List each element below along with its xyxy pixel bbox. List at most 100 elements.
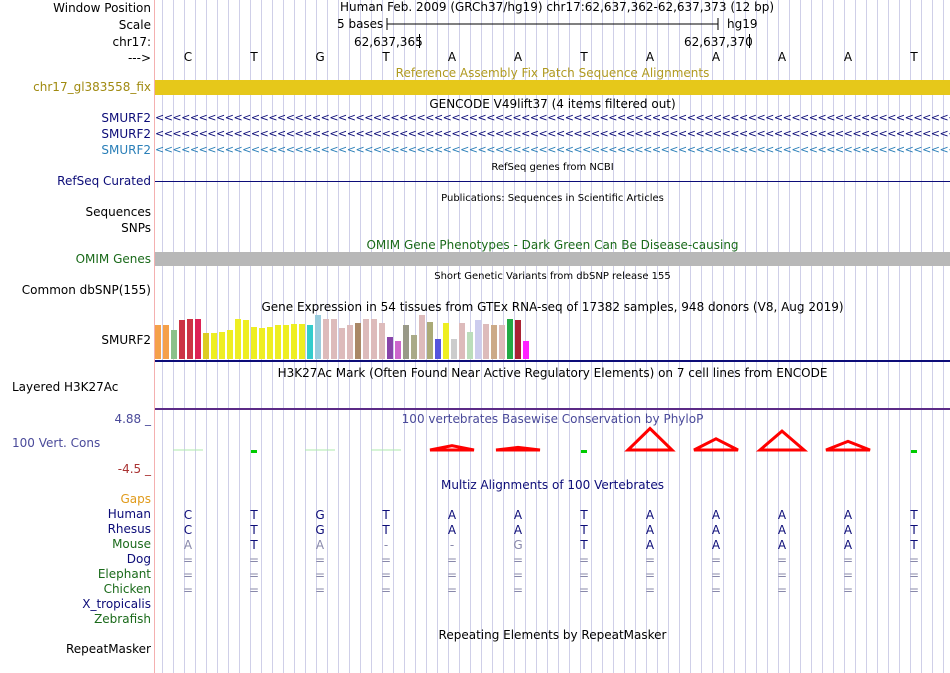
track-label-gencode-2[interactable]: SMURF2: [101, 127, 151, 141]
phylop-score-mark[interactable]: [429, 444, 475, 452]
gtex-tissue-bar[interactable]: [219, 332, 225, 359]
gtex-tissue-bar[interactable]: [227, 330, 233, 359]
gtex-tissue-bar[interactable]: [195, 319, 201, 359]
track-label-fix-patch[interactable]: chr17_gl383558_fix: [33, 80, 151, 94]
gtex-tissue-bar[interactable]: [275, 325, 281, 359]
phylop-score-mark[interactable]: [581, 450, 587, 453]
multiz-base: -: [383, 538, 389, 552]
gencode-transcript-2[interactable]: <<<<<<<<<<<<<<<<<<<<<<<<<<<<<<<<<<<<<<<<…: [155, 128, 950, 140]
multiz-species-label[interactable]: X_tropicalis: [82, 597, 151, 611]
phylop-score-mark[interactable]: [911, 450, 917, 453]
gtex-tissue-bar[interactable]: [259, 328, 265, 359]
phylop-score-mark[interactable]: [251, 450, 257, 453]
phylop-score-mark[interactable]: [755, 429, 809, 452]
grid-line: [910, 0, 911, 673]
track-label-gencode-3[interactable]: SMURF2: [101, 143, 151, 157]
gtex-tissue-bar[interactable]: [203, 333, 209, 359]
gtex-tissue-bar[interactable]: [235, 319, 241, 359]
track-label-repeatmasker[interactable]: RepeatMasker: [65, 642, 151, 656]
gencode-transcript-1[interactable]: <<<<<<<<<<<<<<<<<<<<<<<<<<<<<<<<<<<<<<<<…: [155, 112, 950, 124]
multiz-species-label[interactable]: Dog: [126, 552, 151, 566]
phylop-score-mark[interactable]: [624, 426, 676, 452]
gtex-tissue-bar[interactable]: [467, 332, 473, 359]
gtex-tissue-bar[interactable]: [435, 339, 441, 359]
gtex-tissue-bar[interactable]: [395, 341, 401, 359]
track-label-publications-sequences[interactable]: Sequences: [85, 205, 151, 219]
gtex-tissue-bar[interactable]: [523, 341, 529, 359]
gtex-tissue-bar[interactable]: [363, 319, 369, 359]
gtex-tissue-bar[interactable]: [491, 325, 497, 359]
track-label-gtex[interactable]: SMURF2: [101, 333, 151, 347]
grid-line: [734, 0, 735, 673]
gtex-tissue-bar[interactable]: [371, 319, 377, 359]
track-label-omim[interactable]: OMIM Genes: [75, 252, 151, 266]
phylop-score-mark[interactable]: [825, 439, 871, 452]
multiz-species-label[interactable]: Human: [107, 507, 151, 521]
gtex-tissue-bar[interactable]: [451, 339, 457, 359]
gtex-tissue-bar[interactable]: [403, 325, 409, 359]
gtex-tissue-bar[interactable]: [243, 320, 249, 359]
gtex-tissue-bar[interactable]: [347, 325, 353, 359]
track-label-gencode-1[interactable]: SMURF2: [101, 111, 151, 125]
gtex-tissue-bar[interactable]: [179, 320, 185, 359]
gtex-tissue-bar[interactable]: [443, 323, 449, 359]
multiz-species-label[interactable]: Mouse: [112, 537, 151, 551]
grid-line: [932, 0, 933, 673]
track-label-phylop[interactable]: 100 Vert. Cons: [12, 436, 101, 450]
multiz-species-label[interactable]: Chicken: [103, 582, 151, 596]
track-label-refseq[interactable]: RefSeq Curated: [57, 174, 151, 188]
phylop-signal[interactable]: [155, 418, 950, 472]
h3k27ac-signal-line[interactable]: [155, 408, 950, 410]
gtex-tissue-bar[interactable]: [291, 324, 297, 359]
gtex-tissue-bar[interactable]: [163, 325, 169, 359]
gtex-bar-chart[interactable]: [155, 314, 555, 359]
gtex-tissue-bar[interactable]: [331, 319, 337, 359]
track-label-h3k27ac[interactable]: Layered H3K27Ac: [12, 380, 119, 394]
gtex-tissue-bar[interactable]: [379, 323, 385, 359]
multiz-base: A: [447, 523, 457, 537]
multiz-species-label[interactable]: Zebrafish: [94, 612, 151, 626]
gtex-tissue-bar[interactable]: [267, 327, 273, 359]
gtex-tissue-bar[interactable]: [339, 328, 345, 359]
gtex-tissue-bar[interactable]: [323, 319, 329, 359]
gtex-tissue-bar[interactable]: [419, 315, 425, 359]
grid-line: [305, 0, 306, 673]
gtex-tissue-bar[interactable]: [171, 330, 177, 359]
gtex-tissue-bar[interactable]: [307, 325, 313, 359]
multiz-species-label[interactable]: Elephant: [97, 567, 151, 581]
gtex-tissue-bar[interactable]: [315, 315, 321, 359]
gtex-tissue-bar[interactable]: [387, 337, 393, 359]
gtex-tissue-bar[interactable]: [355, 323, 361, 359]
gtex-tissue-bar[interactable]: [411, 335, 417, 359]
gtex-tissue-bar[interactable]: [459, 323, 465, 359]
track-image-area[interactable]: Human Feb. 2009 (GRCh37/hg19) chr17:62,6…: [155, 0, 950, 673]
gtex-tissue-bar[interactable]: [155, 325, 161, 359]
gtex-tissue-bar[interactable]: [427, 322, 433, 359]
gtex-tissue-bar[interactable]: [187, 319, 193, 359]
fix-patch-alignment-bar[interactable]: [155, 80, 950, 95]
refseq-gene-line[interactable]: [155, 181, 950, 182]
omim-gene-bar[interactable]: [155, 252, 950, 266]
gtex-tissue-bar[interactable]: [499, 325, 505, 359]
phylop-score-mark[interactable]: [495, 445, 541, 452]
track-label-publications-snps[interactable]: SNPs: [121, 221, 151, 235]
gencode-transcript-3[interactable]: <<<<<<<<<<<<<<<<<<<<<<<<<<<<<<<<<<<<<<<<…: [155, 144, 950, 156]
track-label-dbsnp[interactable]: Common dbSNP(155): [21, 283, 151, 297]
multiz-base: C: [183, 523, 193, 537]
label-separator[interactable]: [154, 0, 155, 673]
grid-line: [877, 0, 878, 673]
phylop-score-mark[interactable]: [693, 437, 739, 452]
gtex-tissue-bar[interactable]: [299, 324, 305, 359]
gtex-tissue-bar[interactable]: [483, 324, 489, 359]
grid-line: [844, 0, 845, 673]
gtex-tissue-bar[interactable]: [475, 320, 481, 359]
multiz-species-label[interactable]: Gaps: [120, 492, 151, 506]
gtex-tissue-bar[interactable]: [507, 319, 513, 359]
multiz-species-label[interactable]: Rhesus: [107, 522, 151, 536]
window-position-label: Window Position: [53, 1, 151, 15]
gtex-tissue-bar[interactable]: [515, 320, 521, 359]
gtex-tissue-bar[interactable]: [283, 325, 289, 359]
gencode-title: GENCODE V49lift37 (4 items filtered out): [429, 97, 676, 111]
gtex-tissue-bar[interactable]: [251, 327, 257, 359]
gtex-tissue-bar[interactable]: [211, 333, 217, 359]
